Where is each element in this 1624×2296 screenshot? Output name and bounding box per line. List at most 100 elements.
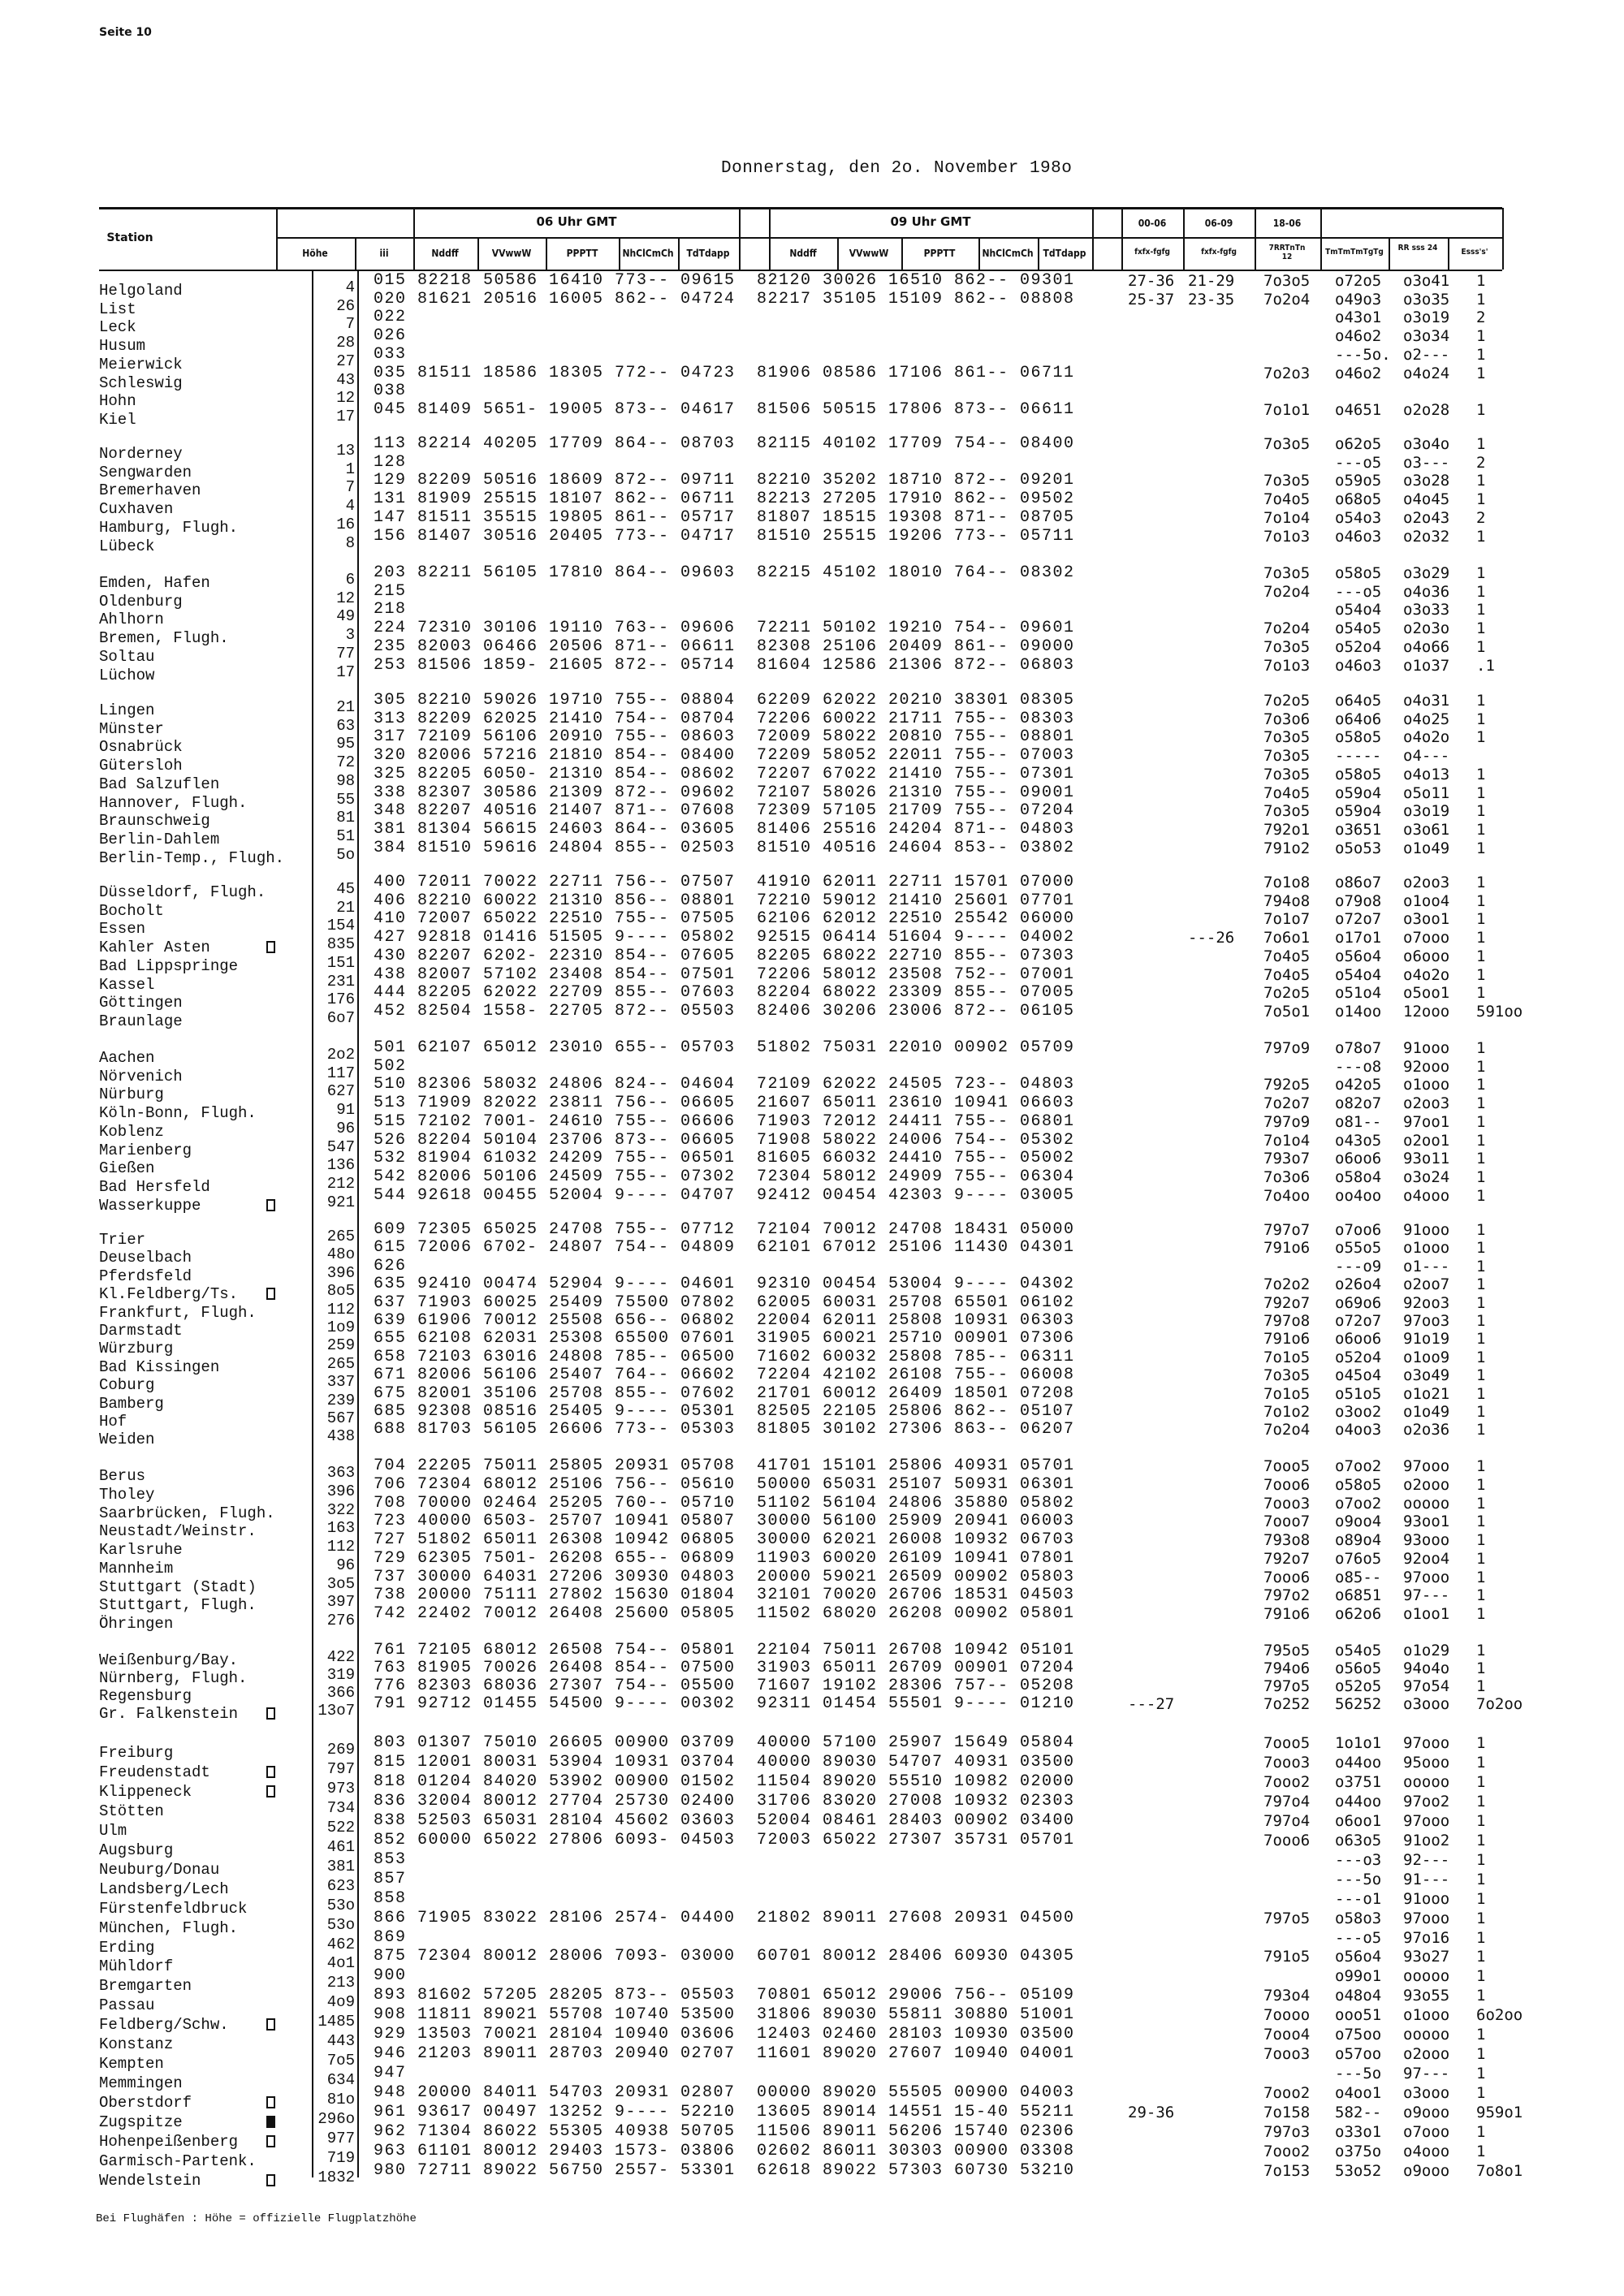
- obs-06-0: 82003: [417, 637, 473, 656]
- extra-3: o7oo6: [1335, 1221, 1382, 1239]
- extra-2: 792o7: [1263, 1293, 1311, 1312]
- obs-09-4: 06000: [1020, 909, 1075, 929]
- obs-06-0: 82210: [417, 691, 473, 710]
- page-number: Seite 10: [99, 26, 152, 39]
- obs-09-2: 21410: [888, 764, 944, 783]
- station-name: Bamberg: [99, 1394, 164, 1413]
- station-index: 961: [374, 2103, 407, 2122]
- obs-09-3: 873--: [954, 399, 1009, 419]
- extra-2: 7ooo6: [1263, 1831, 1311, 1849]
- obs-09-4: 06003: [1020, 1512, 1075, 1531]
- station-name: Freiburg: [99, 1744, 174, 1762]
- extra-4: o3o35: [1403, 290, 1450, 309]
- station-index: 313: [374, 709, 407, 728]
- extra-4: 92ooo: [1403, 1057, 1450, 1076]
- obs-06-1: 56106: [483, 727, 538, 747]
- obs-06-4: 06501: [680, 1149, 736, 1168]
- obs-09-3: 754--: [954, 434, 1009, 453]
- header-col: TmTmTmTgTg: [1325, 248, 1384, 257]
- obs-09-4: 09201: [1020, 471, 1075, 490]
- obs-09-4: 06603: [1020, 1094, 1075, 1113]
- extra-4: o2ooo: [1403, 1475, 1450, 1494]
- obs-06-4: 07601: [680, 1329, 736, 1349]
- obs-06-4: 09615: [680, 271, 736, 290]
- obs-06-1: 62025: [483, 709, 538, 728]
- station-index: 128: [374, 452, 407, 472]
- extra-4: 93o55: [1403, 1987, 1450, 2005]
- station-index: 215: [374, 581, 407, 601]
- obs-06-1: 1859-: [483, 655, 538, 675]
- obs-09-4: 07204: [1020, 801, 1075, 821]
- obs-09-0: 51102: [757, 1493, 812, 1513]
- station-index: 708: [374, 1493, 407, 1513]
- obs-09-1: 58012: [823, 965, 878, 984]
- obs-06-4: 08603: [680, 727, 736, 747]
- extra-4: 97---: [1403, 1586, 1450, 1605]
- divider: [1038, 237, 1039, 270]
- station-height: 438: [326, 1427, 355, 1446]
- station-name: Hohn: [99, 392, 136, 411]
- obs-09-1: 25516: [823, 819, 878, 839]
- divider: [1121, 208, 1123, 270]
- obs-06-1: 68012: [483, 1474, 538, 1494]
- station-index: 685: [374, 1402, 407, 1421]
- obs-09-2: 21711: [888, 709, 944, 728]
- station-index: 858: [374, 1888, 407, 1908]
- station-name: Kassel: [99, 975, 155, 994]
- station-name: Frankfurt, Flugh.: [99, 1303, 257, 1322]
- obs-06-2: 21605: [549, 655, 604, 675]
- obs-09-0: 72211: [757, 619, 812, 638]
- obs-09-1: 42102: [823, 1366, 878, 1385]
- header-mid-rule: [276, 237, 1502, 239]
- obs-06-3: 855--: [615, 983, 670, 1003]
- obs-06-1: 75010: [483, 1733, 538, 1752]
- extra-5: 1: [1476, 965, 1486, 984]
- station-name: Hof: [99, 1413, 127, 1431]
- extra-4: o2o43: [1403, 508, 1450, 527]
- obs-09-3: 9----: [954, 1694, 1009, 1713]
- obs-09-2: 23309: [888, 983, 944, 1003]
- obs-09-2: 21310: [888, 783, 944, 802]
- extra-3: o55o5: [1335, 1239, 1382, 1258]
- extra-2: 797o4: [1263, 1792, 1311, 1810]
- station-index: 253: [374, 655, 407, 675]
- station-index: 791: [374, 1694, 407, 1713]
- extra-3: oo4oo: [1335, 1186, 1382, 1205]
- obs-09-1: 00454: [823, 1275, 878, 1294]
- station-name: Augsburg: [99, 1841, 174, 1859]
- extra-5: 1: [1476, 582, 1486, 601]
- extra-4: o1o49: [1403, 839, 1450, 857]
- divider: [678, 237, 680, 270]
- obs-09-0: 72207: [757, 764, 812, 783]
- extra-2: 7o2o5: [1263, 984, 1311, 1003]
- station-name: Hamburg, Flugh.: [99, 518, 239, 537]
- obs-09-0: 72204: [757, 1366, 812, 1385]
- obs-09-1: 62021: [823, 1530, 878, 1549]
- extra-2: 797o5: [1263, 1909, 1311, 1927]
- obs-06-1: 75011: [483, 1457, 538, 1475]
- header-col: fxfx-fgfg: [1134, 248, 1170, 257]
- obs-09-0: 31706: [757, 1791, 812, 1810]
- station-index: 235: [374, 637, 407, 656]
- obs-09-1: 50515: [823, 399, 878, 419]
- extra-1: 23-35: [1188, 290, 1235, 309]
- obs-09-0: 72107: [757, 783, 812, 802]
- obs-09-0: 30000: [757, 1530, 812, 1549]
- obs-09-1: 60012: [823, 1383, 878, 1403]
- obs-09-2: 21306: [888, 655, 944, 675]
- obs-06-2: 16005: [549, 289, 604, 309]
- obs-06-2: 52004: [549, 1185, 604, 1205]
- obs-06-4: 05807: [680, 1512, 736, 1531]
- station-height: 13o7: [317, 1702, 355, 1720]
- extra-2: 7ooo2: [1263, 1772, 1311, 1791]
- extra-2: 7o1o1: [1263, 400, 1311, 419]
- obs-09-3: 10932: [954, 1791, 1009, 1810]
- obs-06-2: 25508: [549, 1311, 604, 1330]
- obs-09-0: 72104: [757, 1220, 812, 1239]
- station-index: 444: [374, 983, 407, 1003]
- obs-09-2: 24411: [888, 1111, 944, 1131]
- station-name: Darmstadt: [99, 1322, 183, 1340]
- extra-3: o59o5: [1335, 472, 1382, 490]
- extra-4: o1ooo: [1403, 1239, 1450, 1258]
- obs-09-2: 18010: [888, 563, 944, 582]
